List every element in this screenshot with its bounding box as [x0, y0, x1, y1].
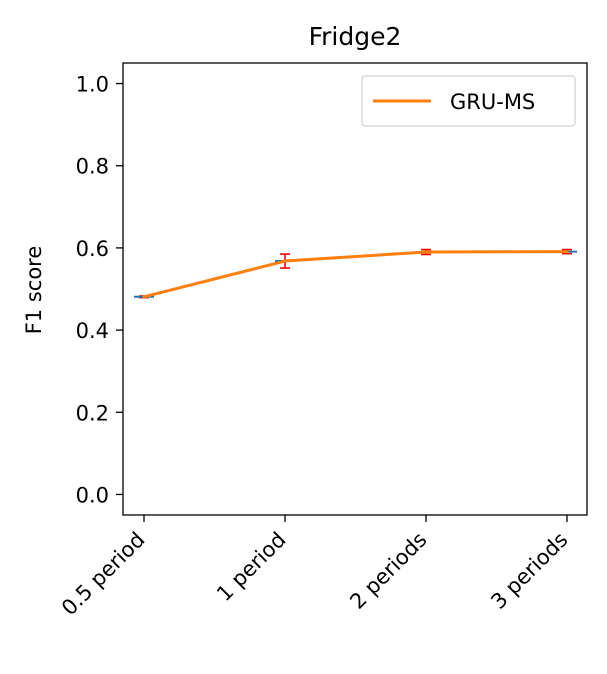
- legend-label-gru-ms: GRU-MS: [450, 90, 535, 114]
- y-tick-label: 0.4: [76, 319, 109, 343]
- x-tick-label: 3 periods: [486, 528, 572, 614]
- series-layer: [134, 248, 577, 299]
- y-axis-ticks: 0.0 0.2 0.4 0.6 0.8 1.0: [76, 73, 123, 507]
- series-line-gru-ms: [142, 250, 569, 299]
- y-tick-label: 0.8: [76, 155, 109, 179]
- y-tick-label: 0.0: [76, 483, 109, 507]
- legend-box: [361, 75, 576, 127]
- y-tick-label: 1.0: [76, 73, 109, 97]
- chart-title: Fridge2: [309, 22, 402, 51]
- legend: GRU-MS: [361, 75, 576, 127]
- x-tick-label: 0.5 period: [57, 528, 150, 621]
- plot-area: [122, 62, 588, 516]
- y-axis-label: F1 score: [22, 246, 46, 335]
- x-tick-label: 2 periods: [345, 528, 431, 614]
- y-tick-label: 0.6: [76, 237, 109, 261]
- x-tick-label: 1 period: [212, 528, 290, 606]
- y-tick-label: 0.2: [76, 401, 109, 425]
- x-axis-ticks: 0.5 period 1 period 2 periods 3 periods: [57, 515, 573, 620]
